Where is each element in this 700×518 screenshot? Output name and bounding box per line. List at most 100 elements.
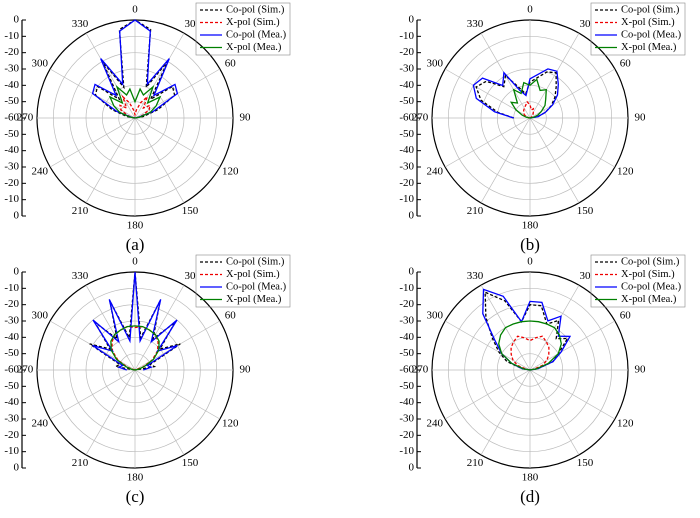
angle-label: 210 [467,205,484,217]
radial-tick-label: 0 [409,266,415,278]
grid-spoke [480,117,531,204]
radial-tick-label: -60 [4,112,19,124]
radial-tick-label: -10 [399,193,414,205]
angle-label: 150 [182,457,199,469]
radial-tick-label: -30 [4,63,19,75]
legend-box [195,254,291,308]
radial-tick-label: -40 [4,331,19,343]
legend-label: X-pol (Sim.) [226,17,280,28]
grid-spoke [529,369,580,456]
radial-tick-label: -40 [4,396,19,408]
radial-tick-label: 0 [409,14,415,26]
angle-label: 0 [527,256,533,268]
angle-label: 210 [72,457,89,469]
radial-tick-label: -40 [399,331,414,343]
caption: (d) [520,487,540,506]
grid-spoke [134,32,185,119]
radial-tick-label: 0 [409,210,415,222]
angle-label: 60 [225,58,237,70]
angle-label: 30 [580,18,592,30]
grid-spoke [49,369,136,420]
angle-label: 150 [577,457,594,469]
angle-label: 300 [31,58,48,70]
angle-label: 300 [31,310,48,322]
radial-tick-label: -60 [399,112,414,124]
radial-tick-label: -50 [399,347,414,359]
legend-label: X-pol (Sim.) [621,269,675,280]
angle-label: 60 [225,310,237,322]
grid-spoke [85,32,136,119]
grid-spoke [85,284,136,371]
radial-tick-label: -40 [399,144,414,156]
radial-tick-label: -40 [4,79,19,91]
radial-tick-label: -50 [4,380,19,392]
radial-tick-label: 0 [14,14,20,26]
legend-label: Co-pol (Mea.) [621,281,682,292]
radial-tick-label: -20 [399,298,414,310]
series-line [498,320,562,371]
angle-label: 150 [182,205,199,217]
angle-label: 330 [467,270,484,282]
radial-tick-label: -50 [4,347,19,359]
angle-label: 210 [467,457,484,469]
series-line [119,94,151,119]
legend-label: Co-pol (Sim.) [226,256,285,267]
radial-tick-label: -40 [4,144,19,156]
series-line [475,71,557,119]
radial-tick-label: -50 [399,95,414,107]
grid-spoke [480,369,531,456]
series-line [523,100,535,119]
radial-tick-label: 0 [14,266,20,278]
grid-spoke [49,117,136,168]
grid-spoke [444,369,531,420]
angle-label: 90 [635,112,647,124]
grid-spoke [529,32,580,119]
angle-label: 210 [72,205,89,217]
radial-tick-label: -10 [4,282,19,294]
angle-label: 60 [620,58,632,70]
radial-tick-label: -10 [399,445,414,457]
angle-label: 0 [132,256,138,268]
series-line [110,325,160,371]
angle-label: 120 [617,166,634,178]
radial-tick-label: 0 [14,210,20,222]
legend-label: Co-pol (Mea.) [621,29,682,40]
legend-label: Co-pol (Mea.) [226,29,287,40]
angle-label: 0 [132,4,138,16]
series-line [509,78,547,119]
angle-label: 330 [467,18,484,30]
radial-tick-label: -20 [4,46,19,58]
grid-spoke [529,117,580,204]
angle-label: 150 [577,205,594,217]
grid-spoke [529,369,616,420]
radial-tick-label: -50 [4,128,19,140]
caption: (c) [126,487,145,506]
angle-label: 30 [580,270,592,282]
radial-tick-label: -20 [399,429,414,441]
polar-chart: 030609012015018021024027030033000-10-10-… [399,254,686,506]
series-line [510,335,550,371]
legend-label: Co-pol (Sim.) [621,256,680,267]
radial-tick-label: -30 [4,161,19,173]
radial-tick-label: -20 [399,46,414,58]
legend-label: Co-pol (Sim.) [226,4,285,15]
angle-label: 30 [185,270,197,282]
angle-label: 180 [127,220,144,232]
grid-spoke [529,117,616,168]
radial-tick-label: 0 [409,462,415,474]
radial-tick-label: -10 [4,30,19,42]
caption: (a) [126,235,145,254]
radial-tick-label: 0 [14,462,20,474]
legend-label: X-pol (Mea.) [226,294,282,305]
angle-label: 120 [222,418,239,430]
radial-tick-label: -50 [399,128,414,140]
grid-spoke [85,369,136,456]
legend-box [195,2,291,56]
legend-label: Co-pol (Sim.) [621,4,680,15]
grid-spoke [134,369,185,456]
series-line [472,68,559,119]
angle-label: 240 [31,418,48,430]
radial-tick-label: -30 [4,315,19,327]
angle-label: 330 [72,270,89,282]
angle-label: 240 [426,418,443,430]
